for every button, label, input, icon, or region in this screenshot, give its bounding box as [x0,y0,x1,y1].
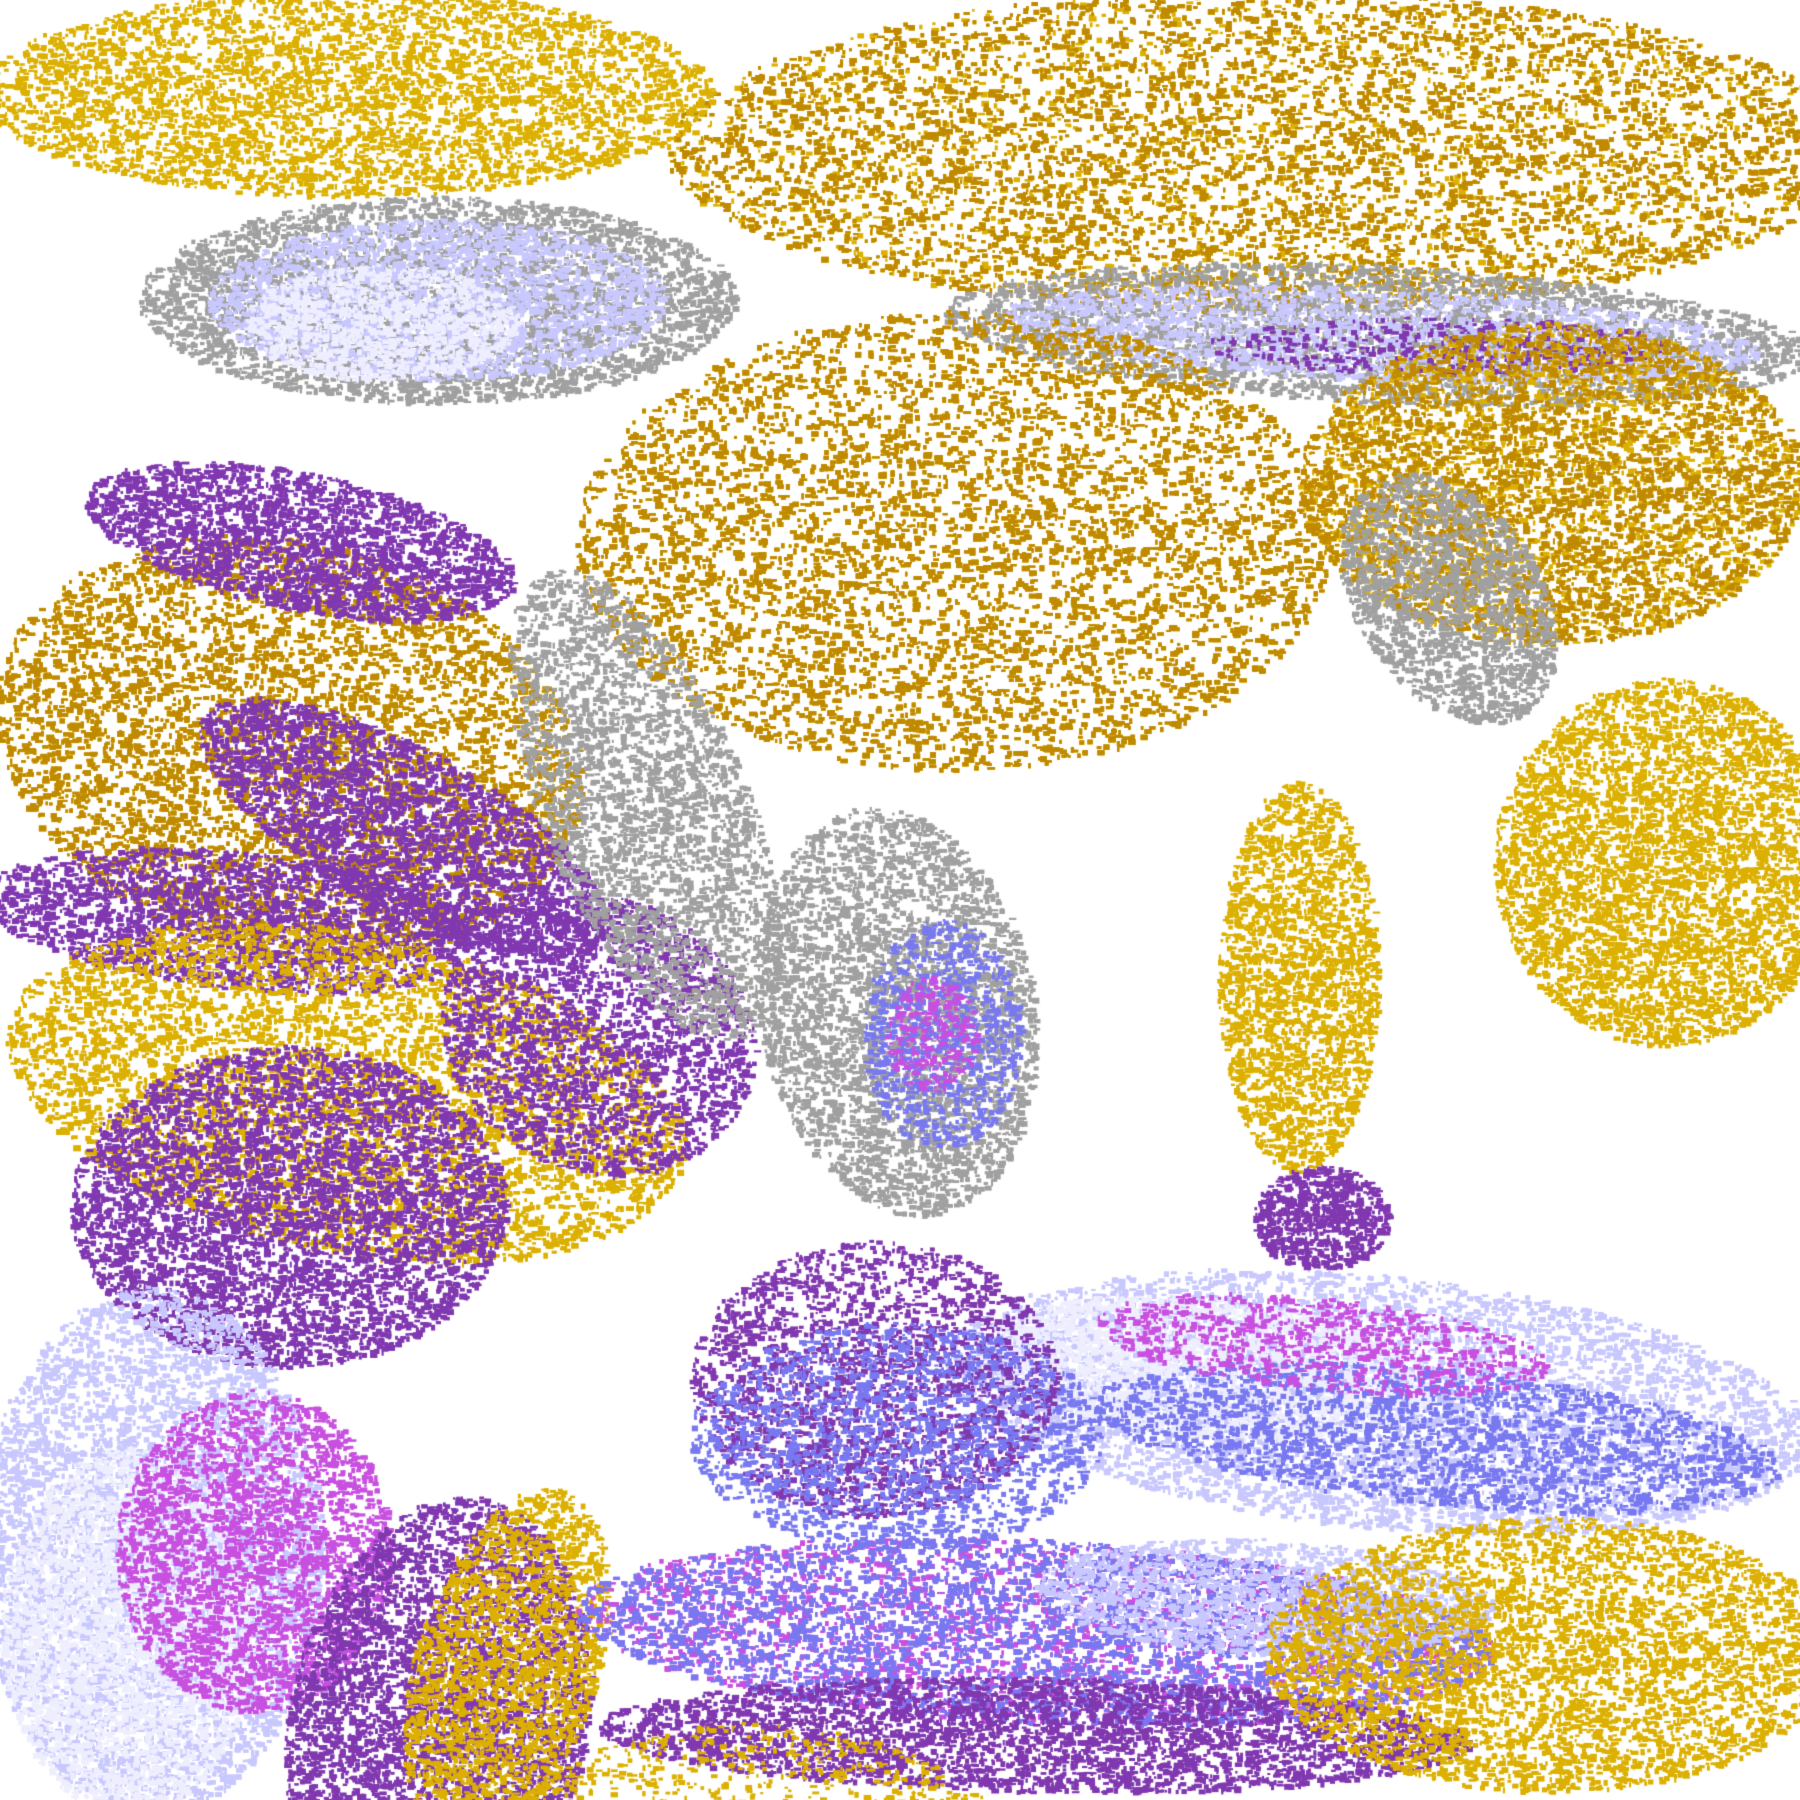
classified-cloud-map [0,0,1800,1800]
satellite-image [0,0,1800,1800]
